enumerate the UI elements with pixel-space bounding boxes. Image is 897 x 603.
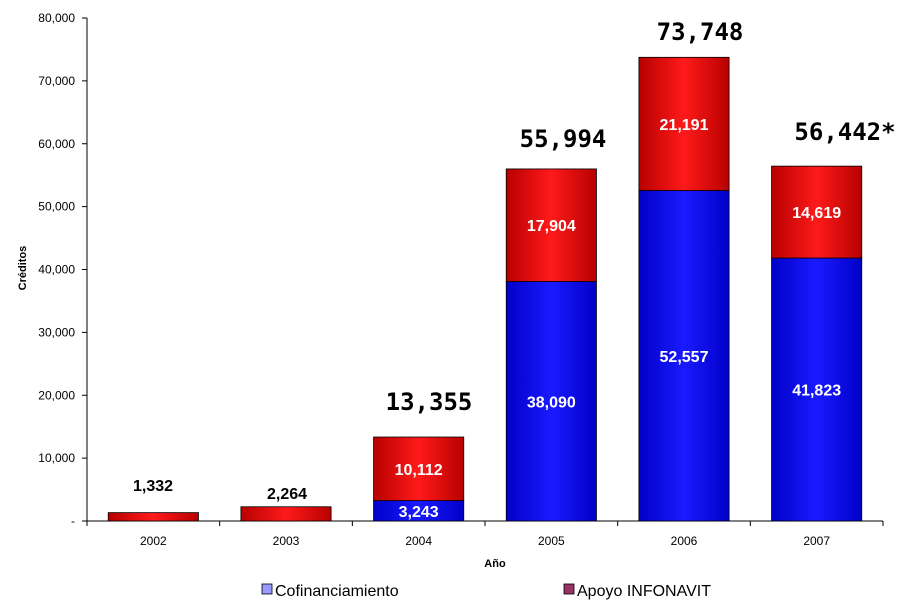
y-tick-label: 80,000: [38, 11, 75, 25]
bar-cofinanciamiento-2005: [505, 281, 597, 522]
data-label-apoyo-infonavit-2006: 21,191: [660, 117, 709, 134]
y-tick-label: 60,000: [38, 137, 75, 151]
bar-apoyo-infonavit-2003: [240, 506, 332, 522]
total-label-2003: 2,264: [267, 486, 307, 503]
x-tick-label: 2007: [803, 534, 830, 548]
y-tick-label: 30,000: [38, 325, 75, 339]
bar-apoyo-infonavit-2005: [505, 168, 597, 282]
legend-label-cofinanciamiento: Cofinanciamiento: [275, 583, 399, 600]
bar-apoyo-infonavit-2004: [373, 436, 465, 502]
total-label-2007: 56,442*: [794, 118, 895, 146]
y-axis-title: Créditos: [17, 246, 29, 291]
x-tick-label: 2003: [273, 534, 300, 548]
x-tick-label: 2005: [538, 534, 565, 548]
data-label-apoyo-infonavit-2004: 10,112: [395, 462, 443, 479]
legend: Cofinanciamiento Apoyo INFONAVIT: [261, 583, 711, 600]
data-label-cofinanciamiento-2004: 3,243: [399, 504, 439, 521]
data-label-apoyo-infonavit-2005: 17,904: [527, 218, 576, 235]
y-tick-label: 20,000: [38, 388, 75, 402]
bar-apoyo-infonavit-2002: [107, 512, 199, 522]
bar-apoyo-infonavit-2007: [771, 165, 863, 259]
data-label-cofinanciamiento-2005: 38,090: [527, 394, 576, 411]
y-tick-label: 40,000: [38, 263, 75, 277]
axes: [86, 18, 883, 522]
y-tick-label: -: [71, 514, 75, 528]
legend-swatch-cofinanciamiento: [261, 583, 273, 595]
bar-apoyo-infonavit-2006: [638, 56, 730, 191]
total-label-2002: 1,332: [133, 478, 173, 495]
x-axis-ticks: 2002 2003 2004 2005 2006 2007: [86, 521, 884, 548]
total-label-2005: 55,994: [520, 125, 607, 153]
bar-cofinanciamiento-2007: [771, 257, 863, 522]
y-axis-ticks: - 10,000 20,000 30,000 40,000 50,000 60,000 70,…: [38, 11, 87, 528]
total-label-2004: 13,355: [386, 388, 473, 416]
y-tick-label: 50,000: [38, 200, 75, 214]
x-tick-label: 2006: [671, 534, 698, 548]
y-tick-label: 10,000: [38, 451, 75, 465]
data-label-cofinanciamiento-2006: 52,557: [660, 349, 709, 366]
legend-label-apoyo-infonavit: Apoyo INFONAVIT: [577, 583, 711, 600]
bar-labels: 3,243 10,112 38,090 17,904 52,557 21,191 41,82…: [133, 18, 896, 521]
data-label-apoyo-infonavit-2007: 14,619: [792, 205, 841, 222]
total-label-2006: 73,748: [657, 18, 744, 46]
x-tick-label: 2004: [405, 534, 432, 548]
y-tick-label: 70,000: [38, 74, 75, 88]
x-axis-title: Año: [484, 558, 506, 570]
legend-swatch-apoyo-infonavit: [563, 583, 575, 595]
x-tick-label: 2002: [140, 534, 167, 548]
data-label-cofinanciamiento-2007: 41,823: [792, 383, 841, 400]
bars: [107, 56, 863, 522]
